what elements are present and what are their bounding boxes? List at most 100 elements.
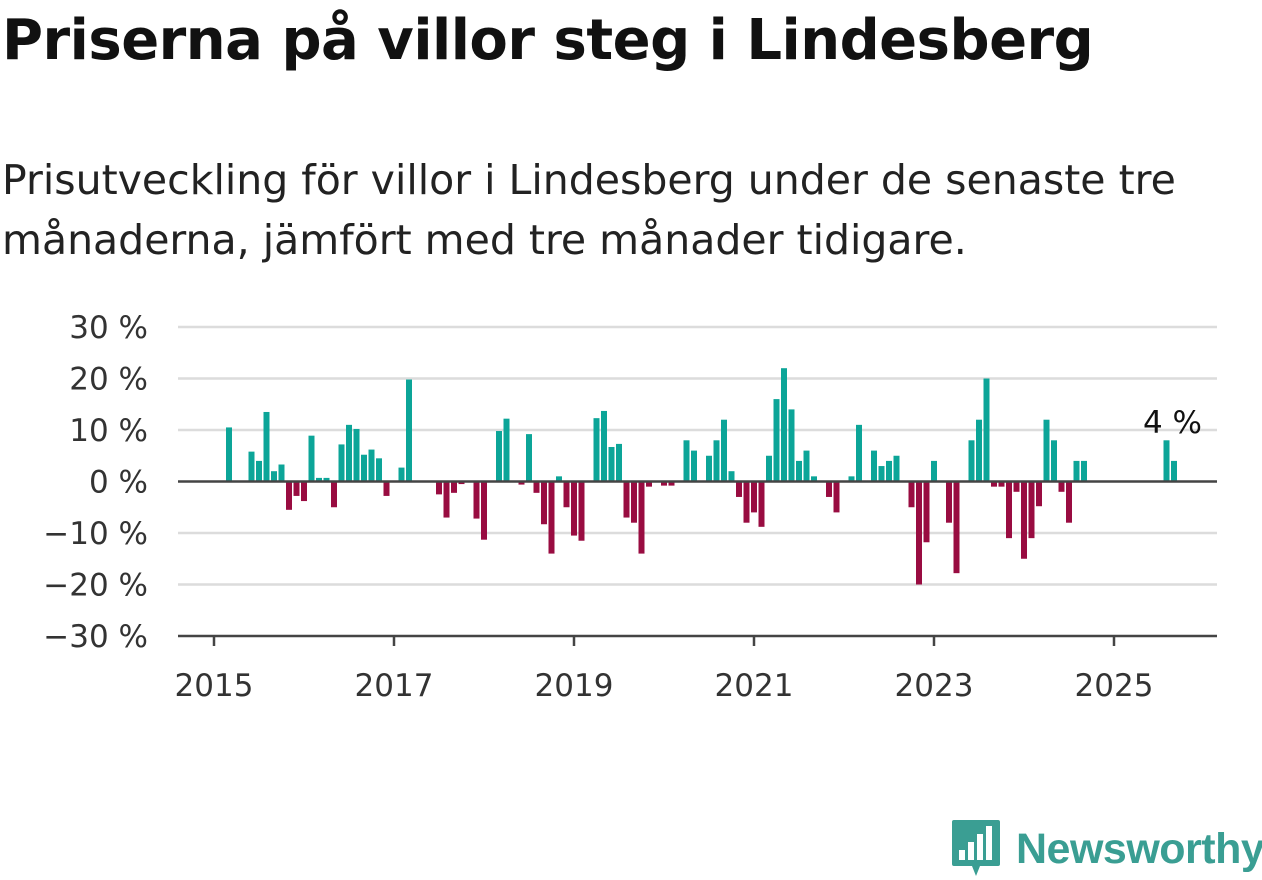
bar: [683, 440, 690, 482]
bar: [451, 481, 457, 493]
tick-labels: 30 % 20 % 10 % 0 % −10 % −20 % −30 % 2015 2017 20…: [43, 310, 1153, 704]
x-tick-label: 2021: [715, 668, 794, 704]
bar: [1051, 440, 1057, 482]
bar: [1171, 460, 1177, 482]
bar: [668, 481, 675, 486]
bar: [278, 464, 285, 482]
bar: [376, 458, 382, 482]
y-tick-label: 10 %: [69, 413, 148, 449]
bar: [556, 476, 562, 482]
y-tick-label: 0 %: [89, 465, 148, 501]
bar: [248, 451, 255, 482]
x-tick-label: 2015: [175, 668, 254, 704]
bar: [811, 476, 817, 482]
bar: [406, 379, 412, 482]
bar: [856, 424, 862, 482]
bar: [548, 481, 555, 554]
bar: [766, 455, 772, 482]
bar-series: [226, 368, 1177, 585]
bar: [691, 450, 697, 482]
bar: [781, 368, 787, 482]
bar: [383, 481, 390, 496]
bar: [773, 399, 780, 482]
bar: [983, 378, 990, 482]
bar: [533, 481, 540, 493]
x-tick-label: 2023: [895, 668, 974, 704]
bar: [481, 481, 487, 540]
bar: [736, 481, 742, 497]
bar: [601, 410, 607, 482]
bar: [286, 481, 292, 510]
bar: [923, 481, 930, 543]
y-tick-label: −10 %: [43, 516, 148, 552]
bar: [886, 460, 892, 482]
page-title: Priserna på villor steg i Lindesberg: [2, 8, 1094, 73]
bar: [563, 481, 570, 508]
bar: [908, 481, 915, 508]
bar: [526, 434, 532, 482]
latest-value-annotation: 4 %: [1143, 405, 1202, 441]
bar: [578, 481, 585, 541]
y-tick-label: 20 %: [69, 362, 148, 398]
y-tick-label: −30 %: [43, 619, 148, 655]
bar: [1036, 481, 1042, 507]
bar: [271, 471, 277, 482]
bar: [263, 411, 270, 482]
bar: [593, 418, 600, 482]
bar: [893, 455, 900, 482]
bar: [968, 440, 975, 482]
bar: [646, 481, 652, 487]
bar: [331, 481, 337, 508]
bar: [623, 481, 630, 518]
bar: [293, 481, 300, 496]
bar: [1081, 460, 1087, 482]
bar: [398, 467, 405, 482]
x-tick-label: 2017: [355, 668, 434, 704]
bar: [728, 471, 735, 482]
bar: [706, 455, 712, 482]
bar: [796, 460, 802, 482]
bar: [631, 481, 637, 523]
bar: [496, 431, 502, 482]
bar: [1066, 481, 1072, 523]
bar: [338, 444, 345, 482]
bar: [256, 460, 262, 482]
bar: [1073, 460, 1080, 482]
bar: [1028, 481, 1035, 539]
bar: [953, 481, 960, 574]
bar: [353, 428, 360, 482]
grid-lines: [178, 325, 1217, 586]
bar: [743, 481, 750, 523]
bar: [878, 466, 885, 482]
bar-chart: 30 % 20 % 10 % 0 % −10 % −20 % −30 % 2015 2017 20…: [43, 310, 1217, 704]
bar: [803, 450, 810, 482]
bar: [1021, 481, 1027, 559]
bar: [661, 481, 667, 486]
bar: [436, 481, 442, 495]
bar: [751, 481, 757, 513]
y-tick-label: −20 %: [43, 568, 148, 604]
bar: [301, 481, 307, 502]
bar: [308, 435, 315, 482]
bar: [571, 481, 577, 536]
bar: [473, 481, 480, 519]
bar: [638, 481, 645, 554]
axes: [178, 480, 1217, 646]
bar: [991, 481, 997, 487]
bar: [946, 481, 952, 523]
bar: [518, 481, 525, 485]
newsworthy-brand: Newsworthy: [950, 818, 1262, 880]
bar: [721, 419, 727, 482]
bar: [503, 418, 510, 482]
newsworthy-logo-icon: [952, 820, 1000, 876]
bar: [616, 443, 622, 482]
bar: [871, 450, 877, 482]
bar: [833, 481, 840, 513]
bar: [458, 481, 465, 485]
bar: [443, 481, 450, 518]
bar: [998, 481, 1005, 487]
bar: [226, 427, 232, 482]
bar: [1006, 481, 1012, 539]
bar: [826, 481, 832, 497]
bar: [608, 446, 615, 482]
